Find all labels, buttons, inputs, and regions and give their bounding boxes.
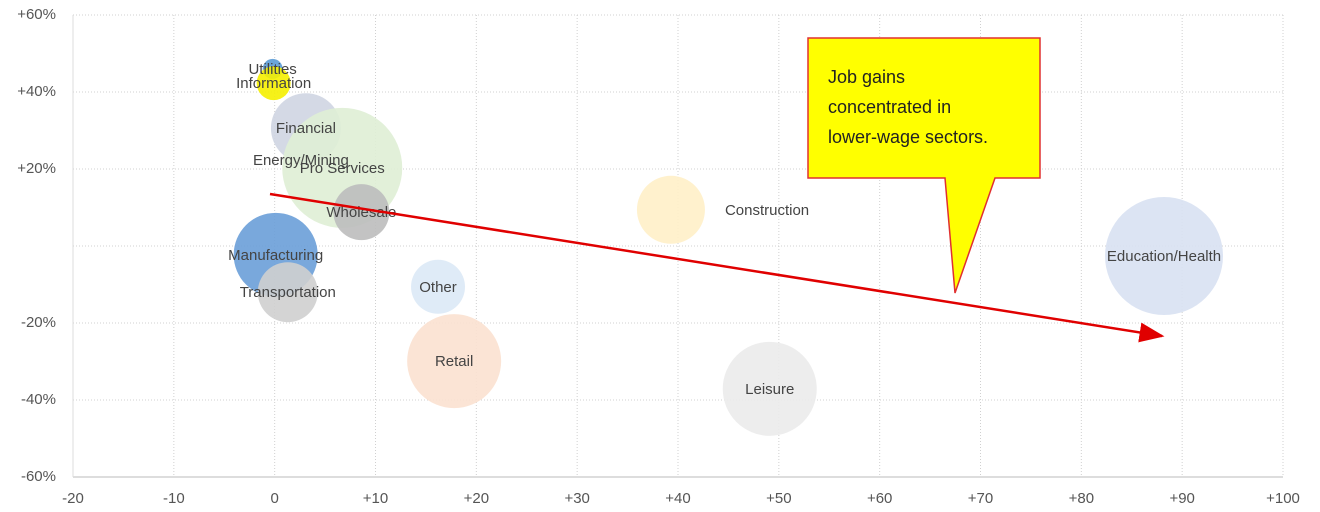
bubbles bbox=[233, 58, 1224, 436]
y-tick-label: +40% bbox=[17, 83, 56, 100]
bubble-label: Manufacturing bbox=[228, 247, 323, 264]
bubble-label: Utilities bbox=[248, 61, 296, 78]
y-tick-label: -40% bbox=[21, 391, 56, 408]
bubble bbox=[407, 314, 502, 409]
x-tick-label: +10 bbox=[363, 490, 388, 507]
annotation-line: Job gains bbox=[828, 67, 905, 87]
bubble-label: Wholesale bbox=[326, 204, 396, 221]
bubble bbox=[333, 184, 390, 241]
x-tick-label: +90 bbox=[1169, 490, 1194, 507]
x-tick-label: +20 bbox=[464, 490, 489, 507]
y-tick-label: +60% bbox=[17, 6, 56, 23]
bubble-label: Education/Health bbox=[1107, 248, 1221, 265]
x-tick-label: +70 bbox=[968, 490, 993, 507]
y-tick-label: +20% bbox=[17, 160, 56, 177]
y-tick-label: -60% bbox=[21, 468, 56, 485]
x-tick-label: -10 bbox=[163, 490, 185, 507]
bubble-label: Energy/Mining bbox=[253, 152, 349, 169]
y-tick-label: -20% bbox=[21, 314, 56, 331]
bubble-label: Other bbox=[419, 279, 457, 296]
bubble bbox=[257, 262, 318, 323]
callout bbox=[807, 37, 1041, 294]
bubble bbox=[411, 259, 466, 314]
bubble bbox=[256, 66, 291, 101]
trend-arrow bbox=[269, 192, 1165, 343]
x-tick-label: -20 bbox=[62, 490, 84, 507]
x-tick-label: 0 bbox=[270, 490, 278, 507]
x-tick-label: +30 bbox=[564, 490, 589, 507]
bubble bbox=[1105, 197, 1224, 316]
bubble-label: Financial bbox=[276, 120, 336, 137]
annotation-line: concentrated in bbox=[828, 97, 951, 117]
bubble bbox=[722, 341, 817, 436]
bubble-label: Transportation bbox=[240, 284, 336, 301]
bubble-label: Construction bbox=[725, 202, 809, 219]
bubble-label: Retail bbox=[435, 353, 473, 370]
annotation-line: lower-wage sectors. bbox=[828, 127, 988, 147]
x-tick-label: +80 bbox=[1069, 490, 1094, 507]
bubble-label: Information bbox=[236, 75, 311, 92]
bubble-label: Leisure bbox=[745, 381, 794, 398]
bubble-label: Pro Services bbox=[300, 160, 385, 177]
x-tick-label: +60 bbox=[867, 490, 892, 507]
x-tick-label: +50 bbox=[766, 490, 791, 507]
x-tick-label: +40 bbox=[665, 490, 690, 507]
x-tick-label: +100 bbox=[1266, 490, 1300, 507]
bubble bbox=[636, 175, 705, 244]
